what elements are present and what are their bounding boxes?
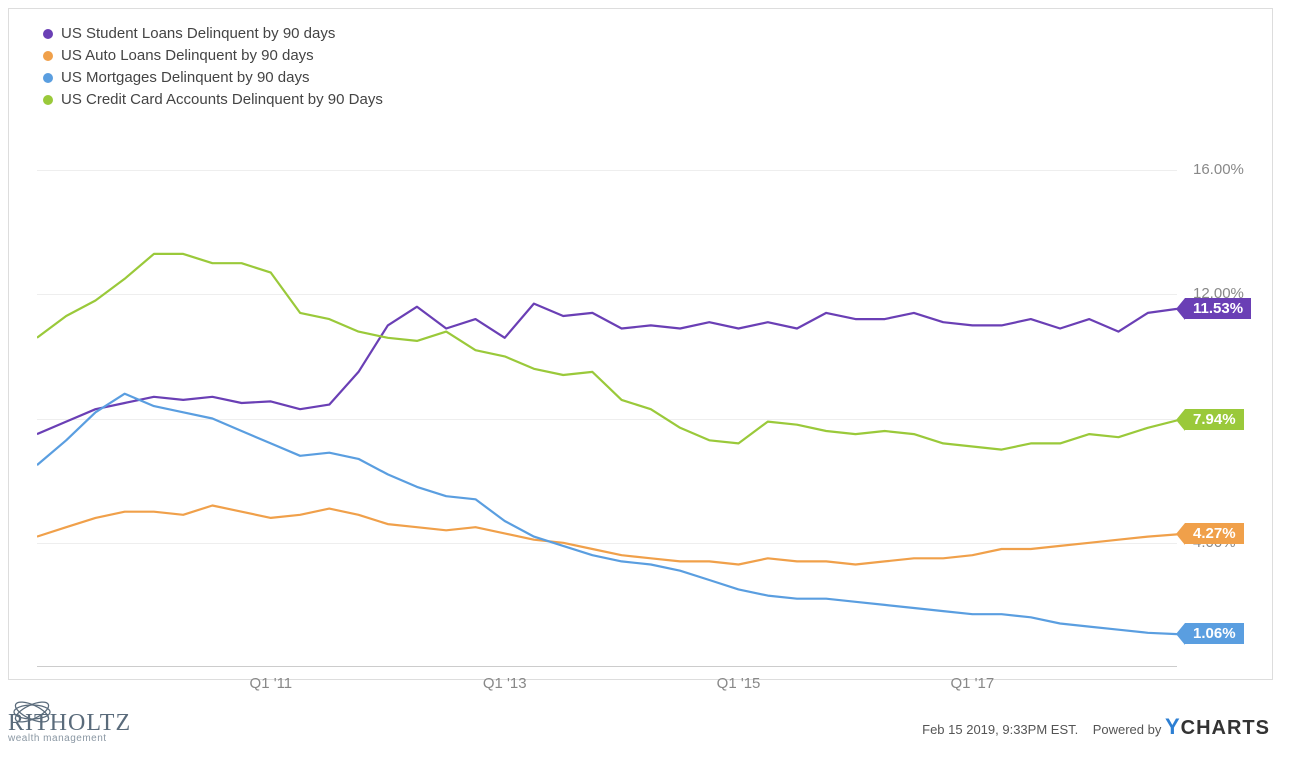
legend: US Student Loans Delinquent by 90 daysUS… [43,23,383,111]
series-line [37,394,1177,634]
end-flag: 11.53% [1185,298,1251,319]
endflag-value: 4.27% [1193,525,1236,542]
line-svg [37,139,1177,667]
series-line [37,254,1177,450]
series-line [37,506,1177,565]
plot-area [37,139,1177,667]
x-tick-label: Q1 '11 [250,675,293,692]
legend-label: US Credit Card Accounts Delinquent by 90… [61,89,383,111]
legend-item[interactable]: US Auto Loans Delinquent by 90 days [43,45,383,67]
legend-item[interactable]: US Student Loans Delinquent by 90 days [43,23,383,45]
ycharts-y: Y [1165,714,1181,739]
legend-item[interactable]: US Mortgages Delinquent by 90 days [43,67,383,89]
y-tick-label: 16.00% [1193,161,1244,178]
powered-by: Powered by [1093,722,1162,737]
legend-label: US Auto Loans Delinquent by 90 days [61,45,314,67]
x-tick-label: Q1 '13 [483,675,527,692]
x-tick-label: Q1 '17 [951,675,995,692]
credit-line: Feb 15 2019, 9:33PM EST. Powered by YCHA… [922,714,1270,740]
timestamp: Feb 15 2019, 9:33PM EST. [922,722,1078,737]
legend-item[interactable]: US Credit Card Accounts Delinquent by 90… [43,89,383,111]
endflag-value: 7.94% [1193,411,1236,428]
ritholtz-swirl-icon [8,692,56,732]
end-flag: 1.06% [1185,623,1244,644]
endflag-value: 11.53% [1193,300,1243,317]
legend-dot-icon [43,95,53,105]
footer: RITHOLTZ wealth management Feb 15 2019, … [8,692,1270,762]
legend-dot-icon [43,29,53,39]
series-line [37,304,1177,435]
legend-dot-icon [43,73,53,83]
legend-dot-icon [43,51,53,61]
legend-label: US Mortgages Delinquent by 90 days [61,67,309,89]
legend-label: US Student Loans Delinquent by 90 days [61,23,335,45]
x-tick-label: Q1 '15 [717,675,761,692]
ycharts-rest: CHARTS [1181,717,1270,739]
chart-frame: US Student Loans Delinquent by 90 daysUS… [8,8,1273,680]
ycharts-logo: YCHARTS [1165,722,1270,737]
end-flag: 4.27% [1185,523,1244,544]
endflag-value: 1.06% [1193,625,1236,642]
ritholtz-logo: RITHOLTZ wealth management [8,710,131,744]
end-flag: 7.94% [1185,409,1244,430]
